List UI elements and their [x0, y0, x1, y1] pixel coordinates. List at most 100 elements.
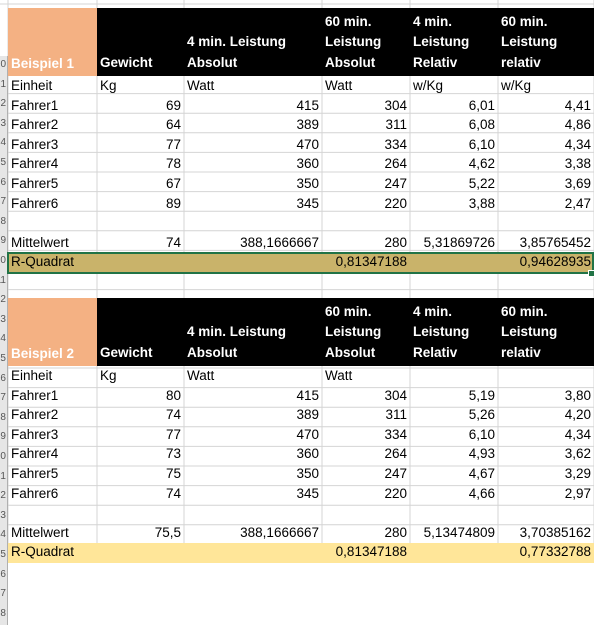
- table1-value-cell[interactable]: 2,47: [564, 195, 591, 211]
- table1-value-cell[interactable]: 415: [296, 97, 319, 113]
- row-number[interactable]: 2: [0, 95, 8, 116]
- table2-value-cell[interactable]: 5,26: [468, 407, 495, 423]
- row-number[interactable]: 19: [0, 428, 8, 449]
- table1-value-cell[interactable]: 247: [384, 176, 407, 191]
- row-number[interactable]: 4: [0, 134, 8, 155]
- table1-value-cell[interactable]: 6,08: [468, 117, 495, 133]
- row-number[interactable]: 25: [0, 546, 8, 566]
- table1-mean-value[interactable]: 388,1666667: [240, 234, 319, 250]
- table1-value-cell[interactable]: 77: [165, 136, 181, 152]
- table1-value-cell[interactable]: 3,69: [564, 176, 591, 191]
- table2-unit-cell[interactable]: [498, 367, 594, 387]
- table2-value-cell[interactable]: 415: [296, 387, 319, 403]
- table1-rider-name[interactable]: Fahrer1: [11, 97, 59, 113]
- table1-value-cell[interactable]: 78: [165, 156, 181, 172]
- table2-header-leistung60_l1[interactable]: 60 min. Leistung Absolut: [322, 298, 410, 366]
- table1-rquadrat-abs[interactable]: 0,81347188: [335, 254, 407, 270]
- row-number[interactable]: 9: [0, 232, 8, 253]
- table2-rider-name[interactable]: Fahrer4: [11, 446, 59, 462]
- table2-value-cell[interactable]: 4,34: [564, 426, 591, 442]
- selection-fill-handle[interactable]: [588, 270, 594, 277]
- table2-value-cell[interactable]: 4,93: [468, 446, 495, 462]
- table1-unit-cell[interactable]: Watt: [325, 78, 353, 93]
- table2-rider-name[interactable]: Fahrer3: [11, 426, 59, 442]
- row-number[interactable]: 6: [0, 173, 8, 194]
- table2-unit-cell[interactable]: Watt: [187, 368, 215, 383]
- table1-rider-name[interactable]: Fahrer2: [11, 117, 59, 133]
- table2-value-cell[interactable]: 220: [384, 485, 407, 501]
- table1-value-cell[interactable]: 4,34: [564, 136, 591, 152]
- table2-mean-value[interactable]: 75,5: [154, 524, 181, 540]
- table1-mean-value[interactable]: 280: [384, 234, 407, 250]
- table2-value-cell[interactable]: 73: [165, 446, 181, 462]
- table2-header-gewicht[interactable]: Gewicht: [97, 298, 184, 366]
- table2-value-cell[interactable]: 3,62: [564, 446, 591, 462]
- table2-value-cell[interactable]: 360: [296, 446, 319, 462]
- row-number[interactable]: 24: [0, 526, 8, 547]
- row-number[interactable]: 0: [0, 56, 8, 76]
- table2-value-cell[interactable]: 470: [296, 426, 319, 442]
- table1-value-cell[interactable]: 470: [296, 136, 319, 152]
- table1-mean-label[interactable]: Mittelwert: [11, 234, 69, 250]
- table2-rider-name[interactable]: Fahrer2: [11, 407, 59, 423]
- row-number[interactable]: 22: [0, 487, 8, 508]
- table1-value-cell[interactable]: 6,10: [468, 136, 495, 152]
- table1-value-cell[interactable]: 89: [165, 195, 181, 211]
- table1-header-leistung4_l1[interactable]: 4 min. Leistung Absolut: [184, 8, 322, 76]
- row-number[interactable]: 15: [0, 350, 8, 370]
- table2-value-cell[interactable]: 74: [165, 485, 181, 501]
- table1-rquadrat-row[interactable]: [8, 253, 594, 273]
- table1-value-cell[interactable]: 3,88: [468, 195, 495, 211]
- table2-value-cell[interactable]: 345: [296, 485, 319, 501]
- table2-unit-cell[interactable]: Watt: [325, 368, 353, 383]
- table2-value-cell[interactable]: 80: [165, 387, 181, 403]
- row-number[interactable]: 1: [0, 75, 8, 96]
- table1-unit-cell[interactable]: Watt: [187, 78, 215, 93]
- row-number[interactable]: 18: [0, 408, 8, 429]
- table2-rider-name[interactable]: Fahrer5: [11, 466, 59, 481]
- table2-rider-name[interactable]: Fahrer6: [11, 485, 59, 501]
- table1-header-rel4_l1[interactable]: 4 min. Leistung Relativ: [410, 8, 498, 76]
- table2-unit-cell[interactable]: Kg: [100, 368, 117, 383]
- table1-value-cell[interactable]: 360: [296, 156, 319, 172]
- table2-header-rel4_l1[interactable]: 4 min. Leistung Relativ: [410, 298, 498, 366]
- table1-value-cell[interactable]: 350: [296, 176, 319, 191]
- row-number[interactable]: 11: [0, 271, 8, 292]
- table2-value-cell[interactable]: 5,19: [468, 387, 495, 403]
- table1-rquadrat-rel[interactable]: 0,94628935: [519, 254, 591, 270]
- table1-unit-cell[interactable]: Einheit: [11, 78, 53, 93]
- table1-header-leistung60_l1[interactable]: 60 min. Leistung Absolut: [322, 8, 410, 76]
- row-number[interactable]: 7: [0, 193, 8, 214]
- table2-value-cell[interactable]: 6,10: [468, 426, 495, 442]
- row-number[interactable]: 26: [0, 565, 8, 586]
- table2-unit-cell[interactable]: [410, 367, 498, 387]
- table1-unit-cell[interactable]: Kg: [100, 78, 117, 93]
- table2-mean-value[interactable]: 3,70385162: [519, 524, 591, 540]
- table2-value-cell[interactable]: 264: [384, 446, 407, 462]
- table1-value-cell[interactable]: 304: [384, 97, 407, 113]
- table1-header-rel60_l1[interactable]: 60 min. Leistung relativ: [498, 8, 594, 76]
- table1-value-cell[interactable]: 5,22: [468, 176, 495, 191]
- table1-value-cell[interactable]: 311: [385, 117, 407, 133]
- row-number[interactable]: 21: [0, 467, 8, 488]
- table1-value-cell[interactable]: 334: [384, 136, 407, 152]
- table1-value-cell[interactable]: 64: [165, 117, 181, 133]
- table1-value-cell[interactable]: 3,38: [564, 156, 591, 172]
- table1-rider-name[interactable]: Fahrer3: [11, 136, 59, 152]
- table2-value-cell[interactable]: 247: [384, 466, 407, 481]
- table2-mean-value[interactable]: 388,1666667: [240, 524, 319, 540]
- table1-value-cell[interactable]: 345: [296, 195, 319, 211]
- row-number[interactable]: 16: [0, 369, 8, 390]
- table1-unit-cell[interactable]: w/Kg: [413, 78, 444, 93]
- row-number[interactable]: 5: [0, 154, 8, 174]
- table1-rider-name[interactable]: Fahrer5: [11, 176, 59, 191]
- table2-header-leistung4_l1[interactable]: 4 min. Leistung Absolut: [184, 298, 322, 366]
- row-number[interactable]: 20: [0, 448, 8, 468]
- row-number[interactable]: 17: [0, 389, 8, 410]
- table1-mean-value[interactable]: 74: [165, 234, 181, 250]
- row-number[interactable]: 8: [0, 212, 8, 233]
- table2-value-cell[interactable]: 389: [296, 407, 319, 423]
- table1-rider-name[interactable]: Fahrer6: [11, 195, 59, 211]
- row-number[interactable]: 14: [0, 330, 8, 351]
- table2-value-cell[interactable]: 3,29: [564, 466, 591, 481]
